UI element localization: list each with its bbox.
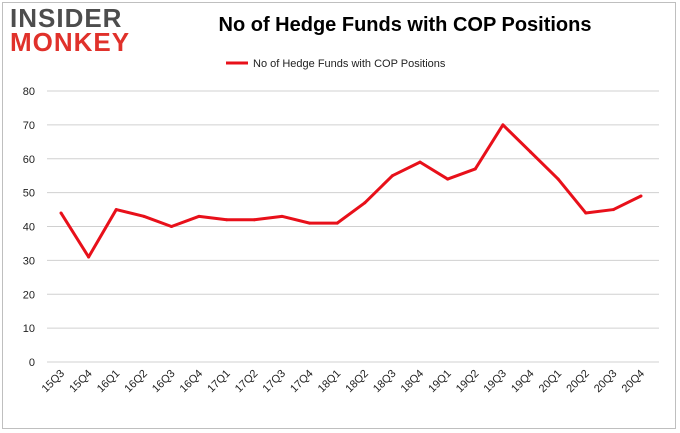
logo-line-2: MONKEY bbox=[10, 27, 131, 57]
series-line bbox=[59, 123, 642, 259]
data-point bbox=[280, 214, 284, 218]
legend-label: No of Hedge Funds with COP Positions bbox=[253, 58, 446, 70]
data-point bbox=[473, 167, 477, 171]
data-point bbox=[114, 208, 118, 212]
x-tick-label: 18Q4 bbox=[399, 368, 427, 396]
y-tick-label: 10 bbox=[23, 323, 35, 335]
y-tick-label: 70 bbox=[23, 120, 35, 132]
x-tick-label: 18Q3 bbox=[371, 368, 399, 396]
data-point bbox=[363, 201, 367, 205]
data-point bbox=[556, 177, 560, 181]
chart-frame bbox=[2, 2, 676, 429]
x-tick-label: 19Q4 bbox=[509, 368, 537, 396]
logo-line-1: INSIDER bbox=[10, 3, 123, 33]
data-point bbox=[418, 160, 422, 164]
data-point bbox=[611, 208, 615, 212]
x-tick-label: 16Q1 bbox=[95, 368, 123, 396]
x-tick-label: 19Q1 bbox=[426, 368, 454, 396]
x-tick-label: 17Q4 bbox=[288, 368, 316, 396]
chart-title: No of Hedge Funds with COP Positions bbox=[218, 14, 592, 36]
x-tick-label: 17Q3 bbox=[261, 368, 289, 396]
data-point bbox=[87, 255, 91, 259]
y-tick-label: 60 bbox=[23, 154, 35, 166]
x-tick-label: 17Q1 bbox=[205, 368, 233, 396]
data-point bbox=[501, 123, 505, 127]
data-point bbox=[252, 218, 256, 222]
y-tick-label: 0 bbox=[29, 357, 35, 369]
x-tick-label: 20Q4 bbox=[620, 368, 648, 396]
x-tick-label: 19Q2 bbox=[454, 368, 482, 396]
data-point bbox=[59, 211, 63, 215]
x-tick-label: 16Q3 bbox=[150, 368, 178, 396]
data-point bbox=[335, 221, 339, 225]
y-tick-label: 30 bbox=[23, 255, 35, 267]
data-point bbox=[639, 194, 643, 198]
grid-lines bbox=[47, 90, 659, 363]
x-tick-label: 17Q2 bbox=[233, 368, 261, 396]
y-tick-label: 20 bbox=[23, 289, 35, 301]
data-point bbox=[142, 214, 146, 218]
insider-monkey-logo: INSIDER MONKEY bbox=[10, 3, 131, 57]
y-tick-label: 40 bbox=[23, 222, 35, 234]
x-tick-label: 20Q3 bbox=[592, 368, 620, 396]
y-tick-label: 50 bbox=[23, 188, 35, 200]
legend: No of Hedge Funds with COP Positions bbox=[226, 58, 446, 70]
y-tick-label: 80 bbox=[23, 86, 35, 98]
data-point bbox=[529, 150, 533, 154]
x-tick-label: 20Q2 bbox=[564, 368, 592, 396]
data-point bbox=[390, 174, 394, 178]
data-point bbox=[584, 211, 588, 215]
data-point bbox=[446, 177, 450, 181]
data-point bbox=[225, 218, 229, 222]
x-tick-label: 18Q1 bbox=[316, 368, 344, 396]
data-point bbox=[308, 221, 312, 225]
x-tick-label: 15Q4 bbox=[67, 368, 95, 396]
x-tick-label: 16Q2 bbox=[122, 368, 150, 396]
data-point bbox=[197, 214, 201, 218]
y-axis-ticks: 0 10 20 30 40 50 60 70 80 bbox=[23, 86, 35, 369]
x-axis-ticks: 15Q3 15Q4 16Q1 16Q2 16Q3 16Q4 17Q1 17Q2 17Q3 17Q4… bbox=[40, 368, 648, 396]
data-point bbox=[169, 225, 173, 228]
x-tick-label: 20Q1 bbox=[537, 368, 565, 396]
x-tick-label: 19Q3 bbox=[482, 368, 510, 396]
series-layer bbox=[59, 123, 643, 259]
x-tick-label: 16Q4 bbox=[178, 368, 206, 396]
x-tick-label: 18Q2 bbox=[343, 368, 371, 396]
x-tick-label: 15Q3 bbox=[40, 368, 68, 396]
